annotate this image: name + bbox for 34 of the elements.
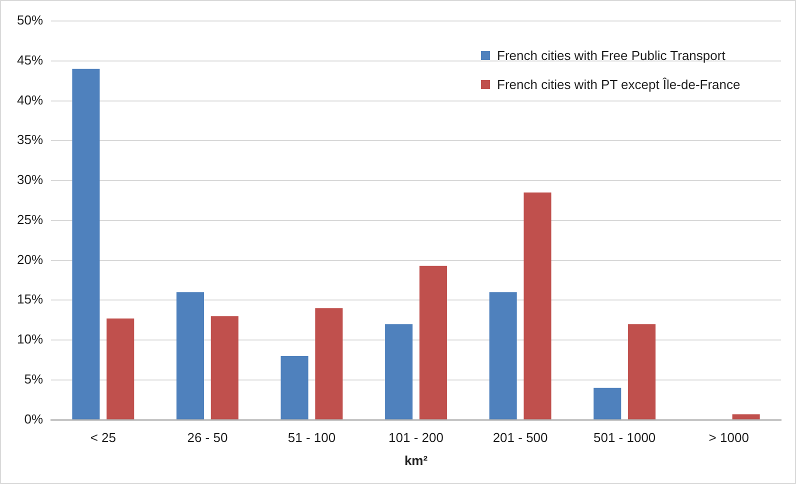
bar: [524, 192, 552, 420]
bar: [176, 292, 204, 420]
bar: [106, 318, 134, 420]
x-tick-label: 51 - 100: [288, 430, 336, 446]
legend-label: French cities with PT except Île-de-France: [497, 76, 740, 94]
x-tick-label: 201 - 500: [492, 430, 548, 446]
y-tick-label: 0%: [24, 411, 44, 426]
y-tick-label: 25%: [16, 212, 44, 227]
y-tick-label: 10%: [16, 332, 44, 347]
y-tick-label: 45%: [16, 52, 44, 68]
bar: [72, 68, 100, 420]
y-tick-label: 50%: [16, 12, 44, 28]
bar: [419, 266, 447, 420]
x-tick-label: 26 - 50: [187, 430, 228, 446]
bar: [280, 356, 308, 420]
y-tick-label: 5%: [24, 372, 44, 386]
y-tick-label: 15%: [16, 292, 44, 307]
x-tick-label: 501 - 1000: [593, 430, 656, 446]
bar: [594, 388, 622, 420]
x-tick-label: > 1000: [708, 430, 749, 446]
bar: [489, 292, 517, 420]
x-tick-label: < 25: [90, 430, 116, 446]
y-tick-label: 30%: [16, 172, 44, 188]
bar: [385, 324, 413, 420]
legend-label: French cities with Free Public Transport: [497, 47, 726, 65]
x-axis-title: km²: [404, 452, 428, 468]
bar: [210, 316, 238, 420]
bar: [732, 414, 760, 420]
bar: [315, 308, 343, 420]
y-tick-label: 40%: [16, 92, 44, 108]
y-tick-label: 20%: [16, 252, 44, 267]
x-tick-label: 101 - 200: [388, 430, 444, 446]
bar: [628, 324, 656, 420]
y-tick-label: 35%: [16, 132, 44, 148]
